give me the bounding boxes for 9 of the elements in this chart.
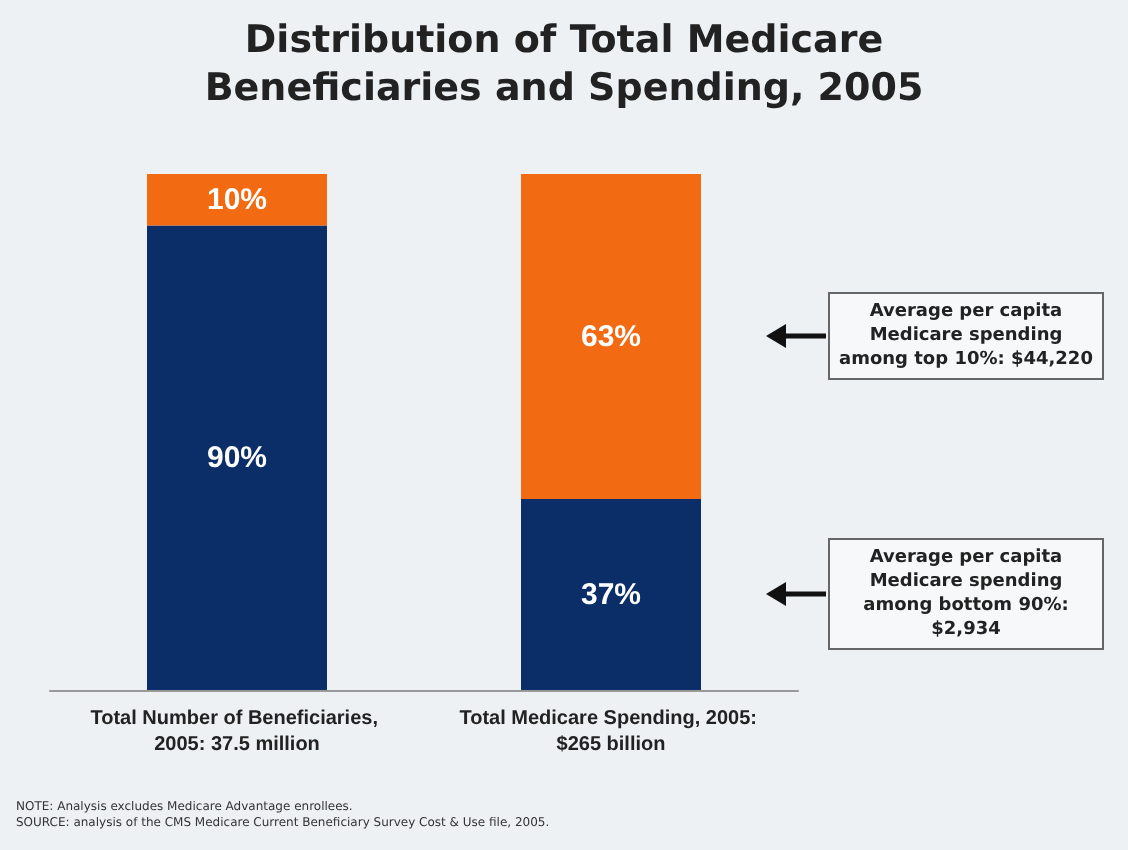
x-tick-label: Total Medicare Spending, 2005: $265 billion	[459, 708, 763, 756]
data-label: 10%	[206, 182, 268, 217]
text: Average per capita Medicare spending among top 10%: $44,220	[828, 292, 1104, 381]
data-label: 90%	[206, 440, 268, 475]
data-label: 63%	[580, 319, 642, 354]
x-tick-label: Total Number of Beneficiaries, 2005: 37.5 million	[90, 708, 384, 756]
chart-title: Distribution of Total Medicare Beneficiaries and Spending, 2005	[202, 16, 926, 112]
data-label: 37%	[580, 577, 642, 612]
text: Average per capita Medicare spending among bottom 90%: $2,934	[828, 538, 1104, 651]
